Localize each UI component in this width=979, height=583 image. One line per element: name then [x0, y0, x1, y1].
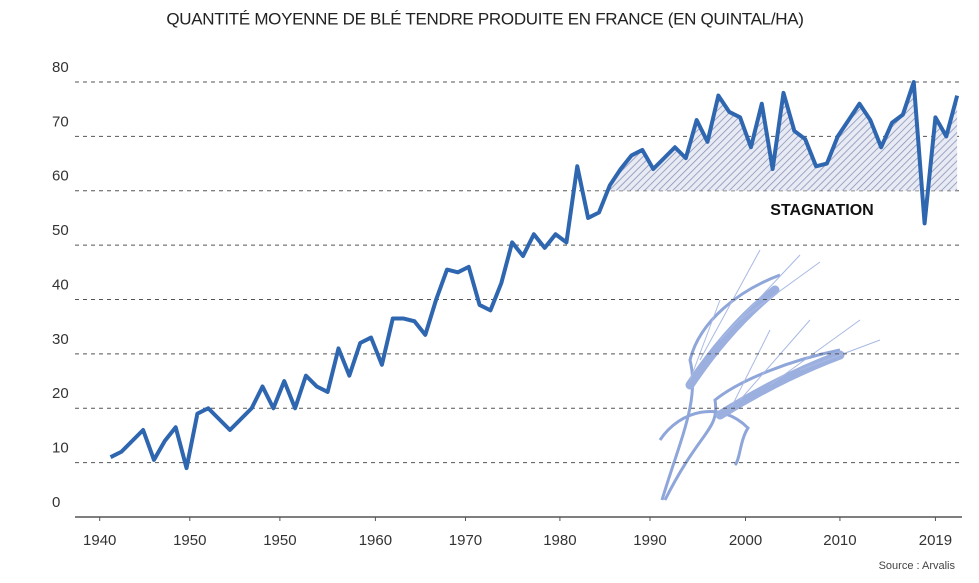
y-tick-label: 20 — [52, 385, 69, 402]
wheat-illustration — [658, 249, 881, 501]
y-tick-label: 70 — [52, 113, 69, 130]
x-tick-label: 1990 — [633, 532, 666, 549]
x-tick-label: 1940 — [83, 532, 116, 549]
y-tick-label: 60 — [52, 168, 69, 185]
x-tick-label: 1970 — [449, 532, 482, 549]
y-tick-label: 0 — [52, 494, 60, 511]
y-tick-label: 40 — [52, 276, 69, 293]
stagnation-area — [588, 82, 958, 191]
x-tick-label: 1950 — [173, 532, 206, 549]
y-tick-label: 80 — [52, 59, 69, 76]
chart-title: QUANTITÉ MOYENNE DE BLÉ TENDRE PRODUITE … — [166, 9, 803, 28]
x-tick-label: 1980 — [543, 532, 576, 549]
source: Source : Arvalis — [879, 560, 956, 572]
y-tick-label: 10 — [52, 440, 69, 457]
x-tick-label: 2000 — [729, 532, 762, 549]
y-tick-label: 30 — [52, 331, 69, 348]
x-tick-label: 2019 — [919, 532, 952, 549]
x-tick-label: 1950 — [263, 532, 296, 549]
y-tick-label: 50 — [52, 222, 69, 239]
x-tick-label: 1960 — [359, 532, 392, 549]
data-line — [109, 80, 960, 471]
annotation: STAGNATION — [770, 202, 873, 219]
x-tick-label: 2010 — [823, 532, 856, 549]
